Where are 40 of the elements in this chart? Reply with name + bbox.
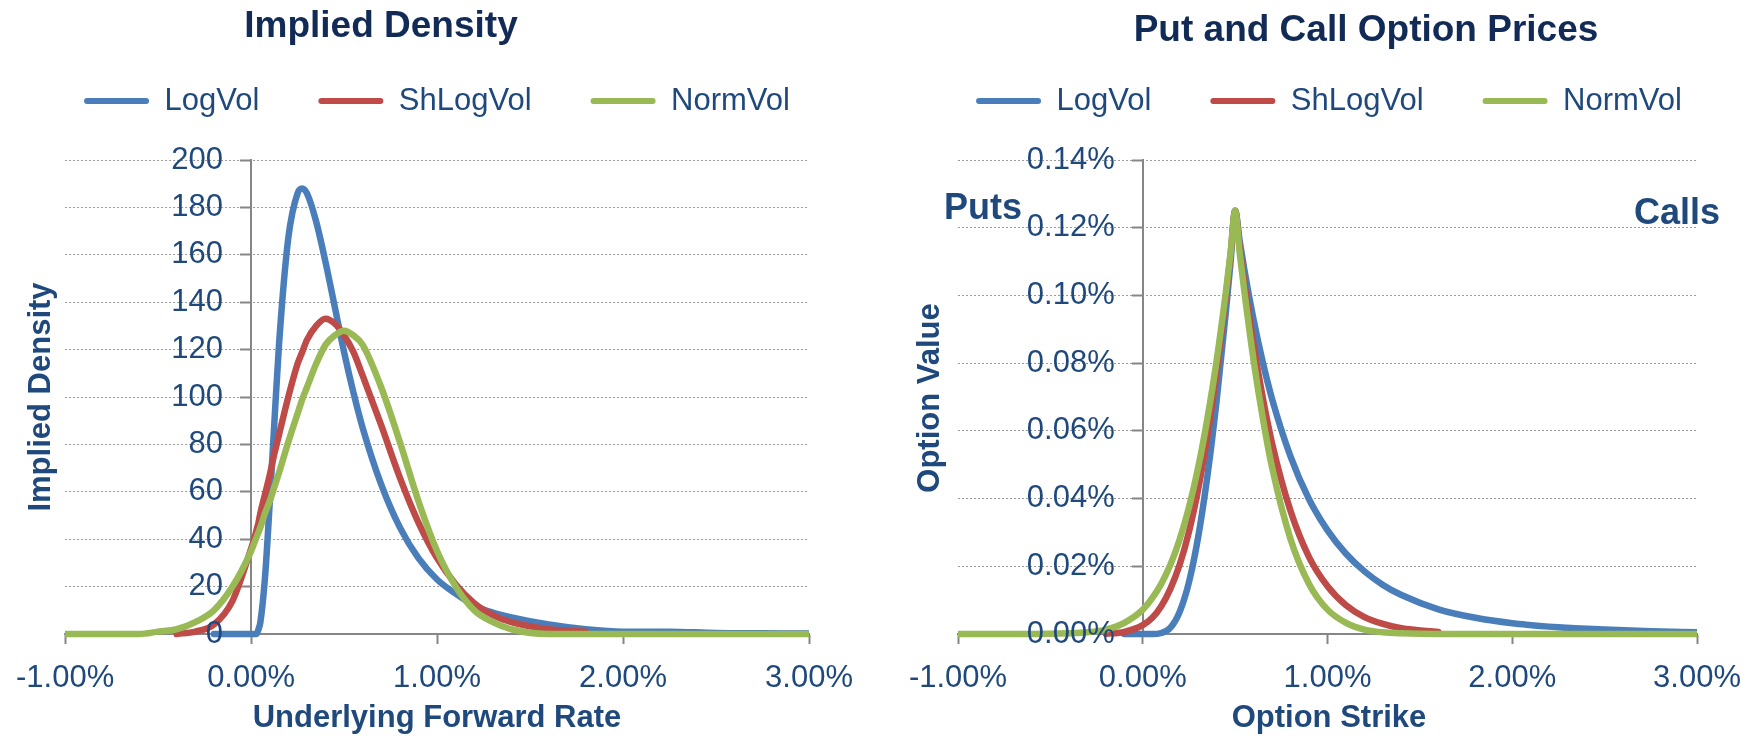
- x-axis-title: Underlying Forward Rate: [252, 699, 622, 736]
- y-tick-label: 0.08%: [1026, 343, 1115, 379]
- y-tick-label: 140: [171, 282, 224, 318]
- legend-label: LogVol: [1056, 81, 1152, 117]
- legend-label: NormVol: [671, 81, 790, 117]
- y-tick-label: 120: [171, 330, 224, 366]
- x-tick-label: 2.00%: [1468, 659, 1557, 695]
- y-tick-label: 0.02%: [1026, 546, 1115, 582]
- y-axis-title: Option Value: [911, 303, 947, 493]
- y-tick-label: 60: [188, 472, 224, 508]
- x-tick-label: 3.00%: [1653, 659, 1741, 695]
- x-tick-label: -1.00%: [908, 659, 1008, 695]
- y-tick-label: 0.12%: [1026, 208, 1115, 244]
- x-tick-label: 1.00%: [1283, 659, 1372, 695]
- x-tick-label: -1.00%: [15, 659, 115, 695]
- legend-label: NormVol: [1563, 81, 1682, 117]
- y-tick-label: 20: [188, 567, 224, 603]
- x-tick-label: 1.00%: [393, 659, 482, 695]
- y-tick-label: 40: [188, 519, 224, 555]
- x-axis-title: Option Strike: [1231, 699, 1427, 736]
- y-tick-label: 0.10%: [1026, 275, 1115, 311]
- y-axis-title: Implied Density: [22, 282, 58, 512]
- x-tick-label: 0.00%: [1098, 659, 1187, 695]
- y-tick-label: 180: [171, 187, 224, 223]
- y-tick-label: 0.14%: [1026, 140, 1115, 176]
- annotation: Calls: [1633, 190, 1720, 233]
- y-tick-label: 100: [171, 377, 224, 413]
- legend-label: LogVol: [164, 81, 260, 117]
- x-tick-label: 3.00%: [765, 659, 853, 695]
- legend-label: ShLogVol: [398, 81, 532, 117]
- x-tick-label: 2.00%: [579, 659, 667, 695]
- y-tick-label: 200: [171, 140, 224, 176]
- chart-title: Implied Density: [244, 3, 518, 47]
- legend-label: ShLogVol: [1290, 81, 1424, 117]
- y-tick-label: 160: [171, 235, 224, 271]
- y-tick-label: 80: [188, 424, 224, 460]
- y-tick-label: 0.06%: [1026, 411, 1115, 447]
- y-tick-label: 0.04%: [1026, 479, 1115, 515]
- annotation: Puts: [944, 185, 1023, 228]
- chart-title: Put and Call Option Prices: [1133, 7, 1599, 51]
